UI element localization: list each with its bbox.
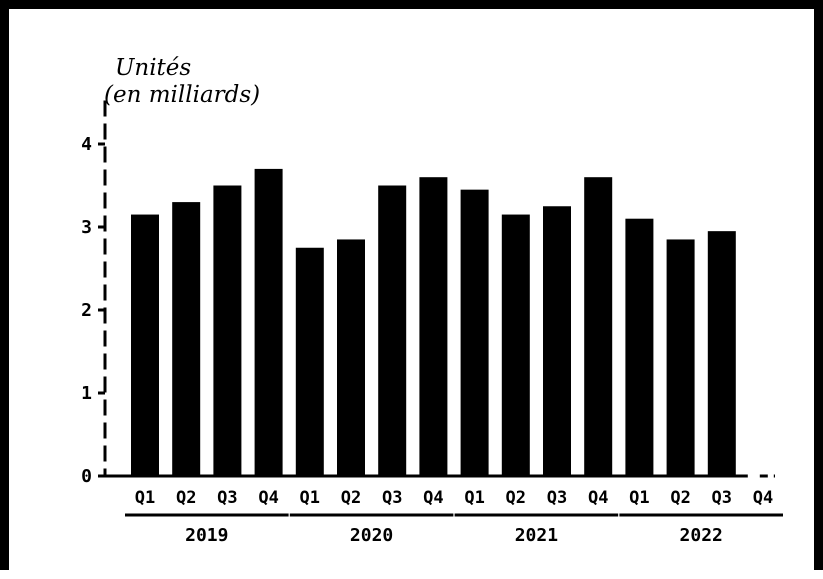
y-tick-label: 0 — [81, 466, 92, 487]
bar-2020-q1 — [295, 247, 324, 476]
year-label: 2020 — [350, 525, 393, 546]
bar-2019-q1 — [131, 214, 159, 477]
x-tick-label: Q4 — [258, 488, 278, 508]
x-tick-label: Q4 — [588, 488, 608, 508]
x-tick-label: Q1 — [135, 488, 155, 508]
bar-2021-q3 — [543, 206, 571, 476]
bar-2019-q4 — [254, 168, 283, 476]
bar-2020-q4 — [419, 177, 448, 476]
bars — [131, 168, 736, 477]
bar-chart: Unités (en milliards) 0 1 2 3 4 Q1 Q2 Q3 Q4 Q1 Q2… — [81, 55, 783, 546]
x-tick-label: Q2 — [176, 488, 196, 508]
bar-2021-q4 — [584, 177, 613, 476]
bar-2021-q1 — [460, 189, 489, 476]
year-label: 2021 — [515, 525, 558, 546]
y-tick-label: 2 — [81, 300, 92, 321]
bar-2019-q3 — [213, 185, 242, 476]
y-axis-title-line-2: (en milliards) — [104, 82, 260, 108]
bar-2022-q1 — [625, 218, 654, 476]
bar-2022-q3 — [707, 231, 736, 476]
x-tick-label: Q1 — [629, 488, 649, 508]
x-tick-label: Q3 — [547, 488, 567, 508]
y-tick-label: 4 — [81, 134, 92, 155]
bar-2022-q2 — [666, 239, 695, 476]
x-tick-label: Q2 — [341, 488, 361, 508]
x-tick-label: Q2 — [506, 488, 526, 508]
x-tick-label: Q1 — [464, 488, 484, 508]
x-axis: Q1 Q2 Q3 Q4 Q1 Q2 Q3 Q4 Q1 Q2 Q3 Q4 Q1 Q2 Q3 Q4 2019 2020… — [105, 474, 783, 546]
y-tick-label: 3 — [81, 217, 92, 238]
y-axis: 0 1 2 3 4 — [81, 100, 107, 487]
y-axis-title-line-1: Unités — [115, 55, 191, 81]
bar-2020-q3 — [378, 185, 407, 476]
bar-2019-q2 — [172, 202, 201, 476]
year-label: 2022 — [680, 525, 723, 546]
x-tick-label: Q1 — [300, 488, 320, 508]
x-tick-label: Q4 — [423, 488, 443, 508]
y-tick-label: 1 — [81, 383, 92, 404]
year-label: 2019 — [185, 525, 228, 546]
x-tick-label: Q4 — [753, 488, 773, 508]
x-tick-label: Q3 — [217, 488, 237, 508]
x-tick-label: Q3 — [382, 488, 402, 508]
bar-2020-q2 — [337, 239, 365, 476]
x-tick-label: Q2 — [670, 488, 690, 508]
bar-2021-q2 — [501, 214, 530, 477]
x-tick-label: Q3 — [712, 488, 732, 508]
